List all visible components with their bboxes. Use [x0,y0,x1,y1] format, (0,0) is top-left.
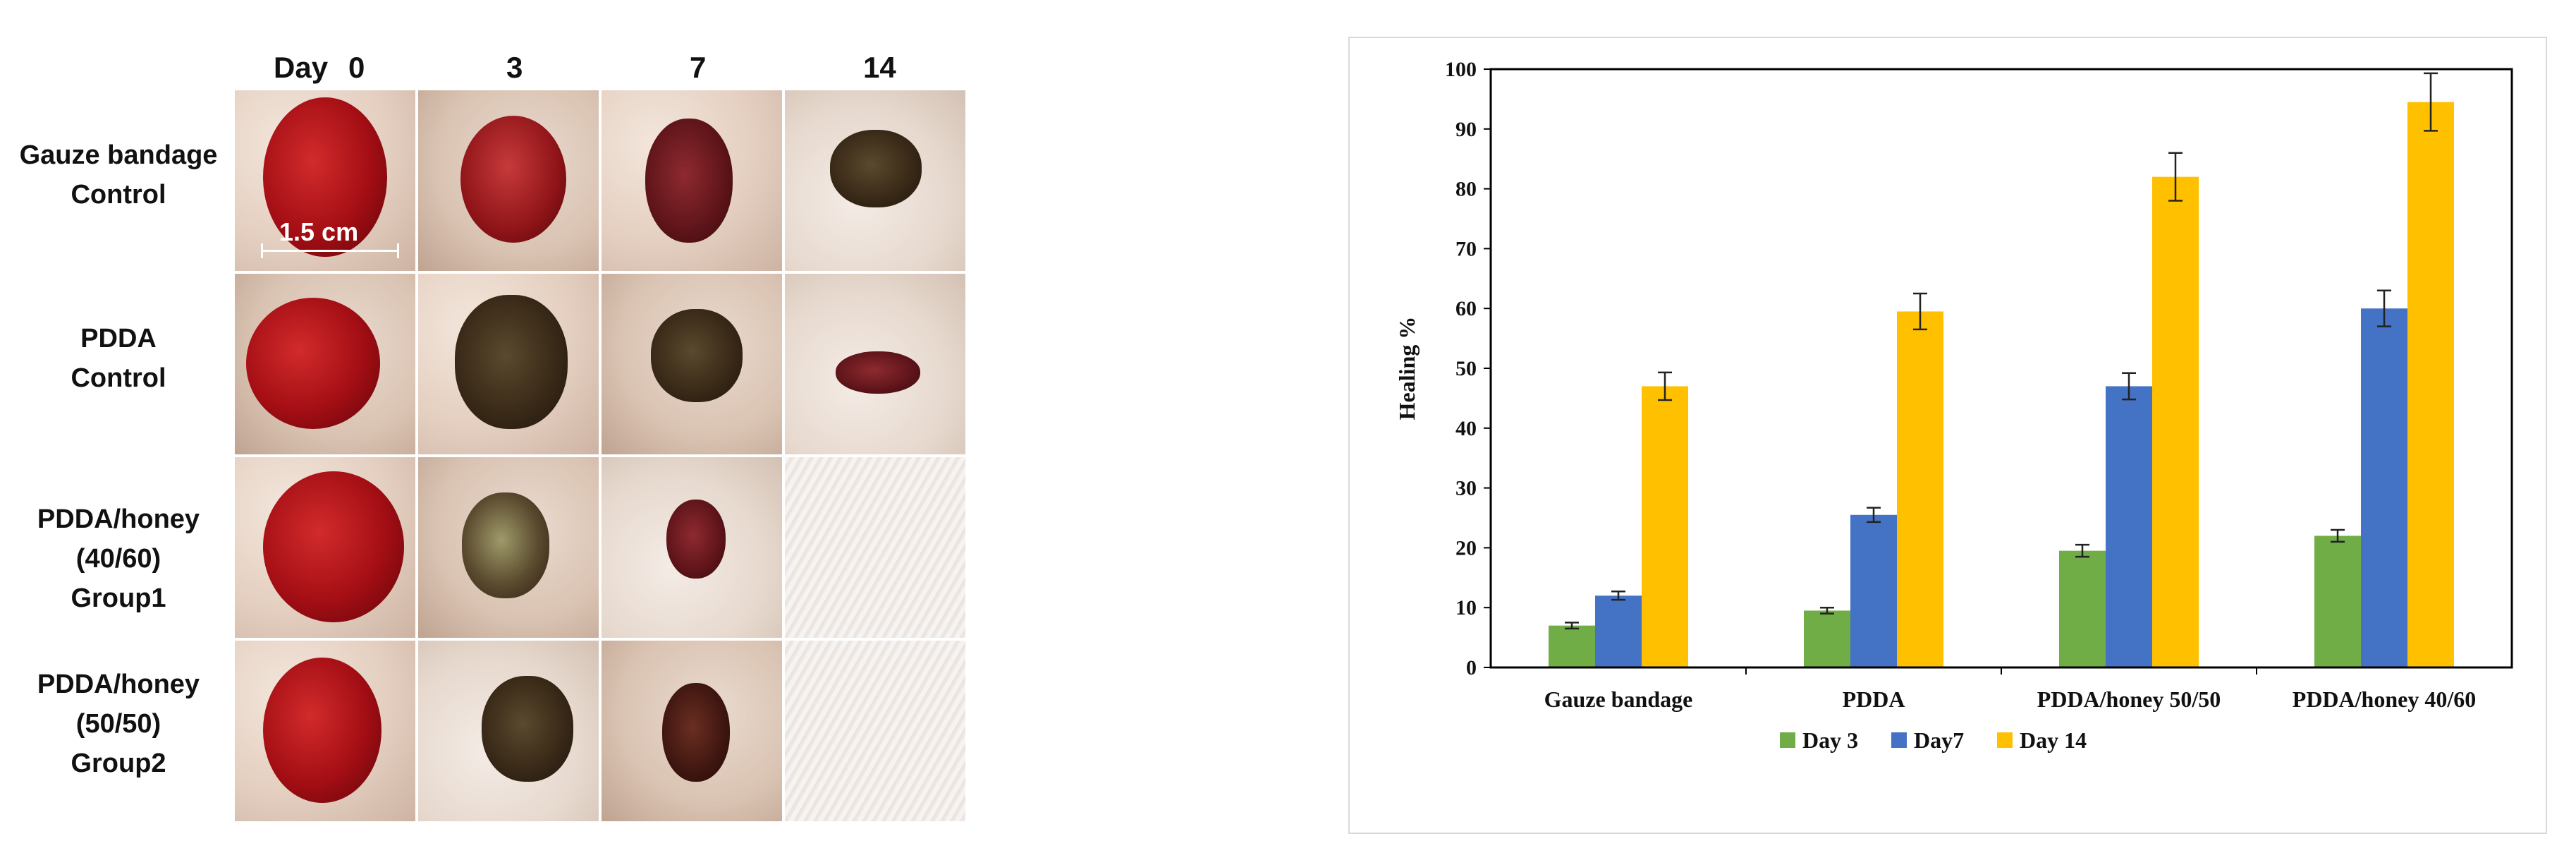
x-category-label: PDDA/honey 50/50 [2037,686,2221,712]
wound-photo [785,90,965,271]
x-categories: Gauze bandage PDDA PDDA/honey 50/50 PDDA/ho… [1544,667,2476,712]
legend-swatch [1997,732,2013,748]
wound-photo [235,641,415,821]
row-label-line: PDDA/honey [37,670,200,699]
day-7-header: 7 [690,51,707,84]
legend: Day 3 Day7 Day 14 [1780,727,2087,753]
row-label-line: Group2 [71,749,166,778]
error-bars [1565,72,2438,630]
bar-day7 [1595,595,1642,667]
day-14-header: 14 [863,51,896,84]
wound-photo [235,90,415,271]
wound-photo [602,457,782,638]
bar-day7 [2106,386,2152,667]
y-tick-label: 100 [1445,58,1477,81]
y-tick-label: 30 [1455,477,1477,500]
y-tick-label: 20 [1455,536,1477,559]
row-label-line: (40/60) [75,544,161,574]
row-label-line: Control [71,363,166,393]
bar-day-14 [2407,102,2454,667]
wound-photo [785,274,965,454]
bar-day-3 [2059,550,2106,667]
row-label-group2: PDDA/honey (50/50) Group2 [6,665,231,783]
y-tick-label: 10 [1455,596,1477,619]
bar-day7 [1850,514,1897,667]
legend-swatch [1891,732,1907,748]
chart-frame: Healing % 0 10 20 30 40 50 60 70 80 90 100 Gauze b… [1348,37,2547,834]
y-axis-label: Healing % [1394,317,1420,421]
bars [1549,102,2454,667]
row-label-line: PDDA/honey [37,504,200,534]
x-category-label: Gauze bandage [1544,686,1693,712]
row-label-gauze: Gauze bandage Control [6,135,231,214]
legend-label: Day7 [1914,727,1964,753]
row-label-line: (50/50) [75,709,161,739]
y-tick-label: 0 [1466,656,1477,679]
y-tick-label: 80 [1455,178,1477,201]
wound-photo [602,274,782,454]
day-3-header: 3 [506,51,523,84]
wound-photo [785,457,965,638]
wound-photo [785,641,965,821]
x-category-label: PDDA [1843,686,1905,712]
bar-day-14 [2152,176,2199,667]
row-label-line: Gauze bandage [19,140,218,170]
y-tick-label: 70 [1455,237,1477,260]
bar-day-3 [1804,610,1850,667]
wound-photo [418,274,599,454]
wound-photo [418,90,599,271]
wound-photo [602,90,782,271]
wound-photo [418,457,599,638]
y-tick-label: 40 [1455,417,1477,440]
y-tick-label: 50 [1455,357,1477,380]
bar-day-14 [1897,311,1943,667]
row-label-line: Group1 [71,583,166,613]
legend-label: Day 14 [2020,727,2087,753]
wound-photo [602,641,782,821]
row-label-pdda: PDDA Control [6,319,231,398]
row-label-line: Control [71,180,166,210]
healing-bar-chart: Healing % 0 10 20 30 40 50 60 70 80 90 100 Gauze b… [1394,58,2513,753]
day-label: Day [274,51,329,84]
day-0-header: 0 [348,51,365,84]
row-label-group1: PDDA/honey (40/60) Group1 [6,500,231,618]
row-label-line: PDDA [80,324,157,353]
scale-bar [261,243,399,258]
wound-photo-panel: Day 0 3 7 14 Gauze bandage Control PDDA … [0,0,1001,865]
wound-photo [418,641,599,821]
legend-label: Day 3 [1802,727,1858,753]
bar-day7 [2361,308,2407,667]
wound-photo [235,457,415,638]
bar-day-3 [1549,625,1595,667]
y-tick-label: 90 [1455,118,1477,141]
y-ticks: 0 10 20 30 40 50 60 70 80 90 100 [1445,58,1491,679]
y-tick-label: 60 [1455,297,1477,320]
bar-day-3 [2314,536,2361,667]
wound-photo [235,274,415,454]
legend-swatch [1780,732,1795,748]
x-category-label: PDDA/honey 40/60 [2293,686,2476,712]
bar-day-14 [1642,386,1688,667]
scale-bar-label: 1.5 cm [279,217,359,246]
